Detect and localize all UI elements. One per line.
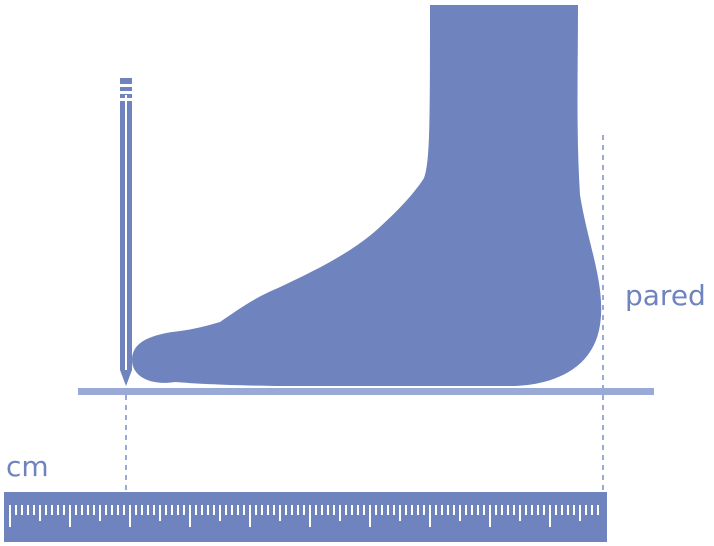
- floor-line: [78, 388, 654, 395]
- ruler-icon: [4, 492, 607, 542]
- wall-label: pared: [625, 279, 706, 312]
- pencil-icon: [120, 78, 132, 386]
- unit-label: cm: [6, 450, 49, 483]
- foot-silhouette-icon: [132, 5, 602, 386]
- ruler-ticks: [9, 505, 599, 527]
